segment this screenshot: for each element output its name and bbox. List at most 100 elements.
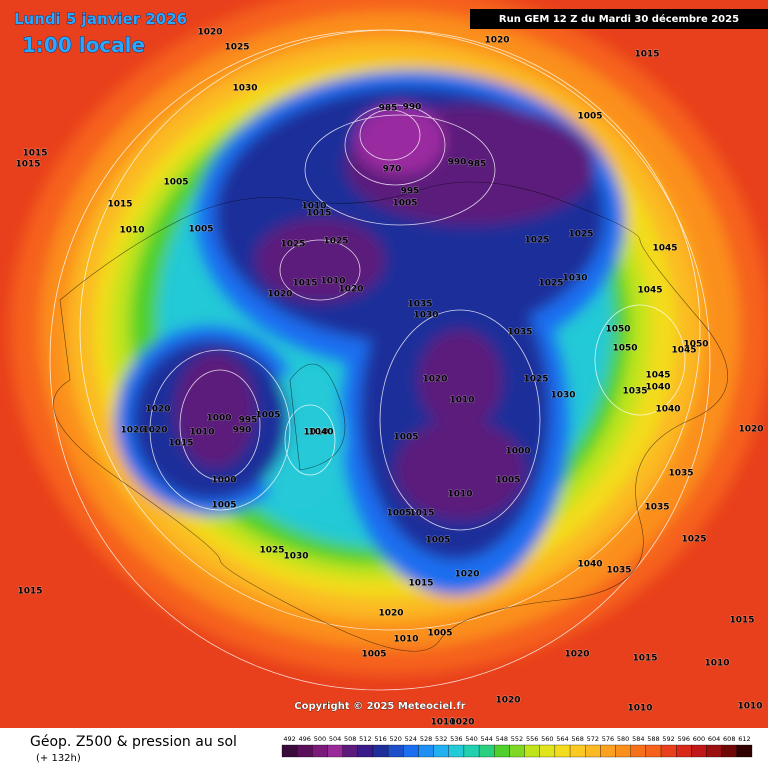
forecast-time: 1:00 locale [22,33,145,57]
scale-swatch [585,744,601,758]
run-box [470,9,768,29]
isobar-label: 1020 [145,405,170,415]
isobar-label: 1005 [211,501,236,511]
isobar-label: 990 [233,426,252,436]
isobar-label: 1015 [168,439,193,449]
isobar-label: 1010 [301,202,326,212]
run-info: Run GEM 12 Z du Mardi 30 décembre 2025 [499,13,739,25]
scale-label: 572 [587,735,599,743]
isobar-label: 1015 [107,200,132,210]
isobar-label: 1040 [655,405,680,415]
isobar-label: 1020 [338,285,363,295]
scale-label: 524 [405,735,417,743]
isobar-label: 1010 [704,659,729,669]
isobar-label: 1050 [683,340,708,350]
isobar-label: 1035 [407,300,432,310]
isobar-label: 1015 [729,616,754,626]
isobar-label: 1030 [550,391,575,401]
isobar-label: 1050 [605,325,630,335]
isobar-label: 1045 [652,244,677,254]
scale-label: 568 [571,735,583,743]
isobar-label: 1020 [422,375,447,385]
scale-swatch [448,744,465,758]
coastlines [53,181,728,652]
isobar-label: 1005 [427,629,452,639]
scale-swatch [721,744,737,758]
isobar-label: 970 [383,165,402,175]
isobar-label: 1020 [267,290,292,300]
isobar-label: 995 [239,416,258,426]
scale-label: 604 [708,735,720,743]
isobar-label: 1010 [320,277,345,287]
scale-swatch [691,744,707,758]
isobar-label: 1005 [361,650,386,660]
isobar-label: 1020 [454,570,479,580]
isobar-label: 1020 [449,718,474,728]
isobar-label: 1045 [671,346,696,356]
scale-swatch [615,744,631,758]
isobar-label: 1010 [430,718,455,728]
isobar-label: 1025 [323,237,348,247]
isobar-label: 1015 [634,50,659,60]
isobar-label: 990 [448,158,467,168]
isobar-label: 1015 [292,279,317,289]
isobar-label: 1020 [738,425,763,435]
scale-label: 556 [526,735,538,743]
scale-label: 532 [435,735,447,743]
isobar-label: 1010 [449,396,474,406]
scale-label: 564 [556,735,568,743]
scale-swatch [372,744,389,758]
isobar-label: 1015 [17,587,42,597]
isobar-label: 1005 [392,199,417,209]
scale-label: 536 [450,735,462,743]
isobar-label: 1010 [737,702,762,712]
scale-swatch [357,744,374,758]
isobar-label: 1050 [612,344,637,354]
scale-swatch [676,744,692,758]
footer-lead: (+ 132h) [36,753,81,764]
scale-label: 520 [389,735,401,743]
scale-swatch [387,744,404,758]
isobar-label: 1025 [568,230,593,240]
scale-swatch [645,744,662,758]
isobar-label: 1015 [408,579,433,589]
isobar-label: 1025 [681,535,706,545]
isobar-label: 1040 [577,560,602,570]
scale-label: 516 [374,735,386,743]
geopotential-field [10,0,768,675]
scale-swatch [736,744,753,758]
scale-label: 560 [541,735,553,743]
isobar-label: 985 [379,104,398,114]
scale-swatch [312,744,328,758]
isobar-label: 1025 [538,279,563,289]
scale-swatch [327,744,343,758]
isobar-label: 1045 [637,286,662,296]
isobar-label: 1025 [280,240,305,250]
isobar-label: 1005 [577,112,602,122]
isobar-label: 1025 [524,236,549,246]
isobar-label: 1040 [308,428,333,438]
isobar-label: 1000 [211,476,236,486]
isobar-label: 1030 [283,552,308,562]
scale-label: 584 [632,735,644,743]
isobar-label: 985 [468,160,487,170]
scale-swatch [433,744,449,758]
scale-label: 580 [617,735,629,743]
scale-swatch [706,744,722,758]
scale-label: 552 [511,735,523,743]
isobar-label: 1020 [564,650,589,660]
isobar-label: 1010 [627,704,652,714]
isobar-label: 1040 [645,383,670,393]
color-scale: 492 496 500 504 508 512 516 520 524 528 532 536 540 5… [281,735,753,758]
scale-swatch [418,744,434,758]
scale-swatch [524,744,540,758]
isobar-label: 1005 [386,509,411,519]
isobar-label: 1010 [189,428,214,438]
scale-label: 496 [299,735,311,743]
scale-label: 528 [420,735,432,743]
scale-label: 592 [662,735,674,743]
scale-swatch [342,744,358,758]
isobar-label: 1010 [447,490,472,500]
isobar-label: 1005 [495,476,520,486]
